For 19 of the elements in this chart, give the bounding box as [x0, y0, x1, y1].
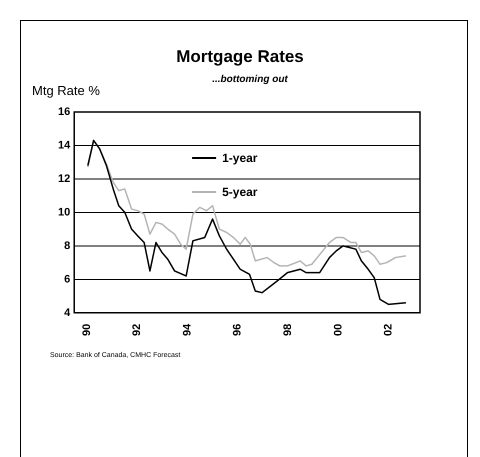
y-tick-label: 16 — [58, 106, 70, 118]
y-tick-label: 8 — [64, 240, 70, 252]
y-axis-title: Mtg Rate % — [32, 83, 100, 98]
legend-label: 1-year — [222, 151, 258, 165]
y-tick-label: 4 — [64, 306, 72, 319]
y-tick-label: 10 — [58, 206, 70, 218]
y-tick-label: 14 — [58, 139, 72, 152]
y-tick-label: 12 — [58, 172, 70, 185]
y-tick-label: 6 — [64, 273, 70, 286]
x-tick-label: 02 — [382, 324, 395, 336]
x-tick-label: 98 — [282, 324, 294, 336]
x-tick-label: 00 — [332, 324, 344, 336]
legend-label: 5-year — [222, 185, 258, 199]
x-tick-label: 96 — [232, 324, 244, 336]
chart-subtitle: ...bottoming out — [211, 74, 289, 85]
x-tick-label: 90 — [80, 324, 93, 336]
x-tick-label: 92 — [131, 324, 144, 336]
chart-title: Mortgage Rates — [175, 47, 305, 67]
x-tick-label: 94 — [181, 322, 194, 336]
